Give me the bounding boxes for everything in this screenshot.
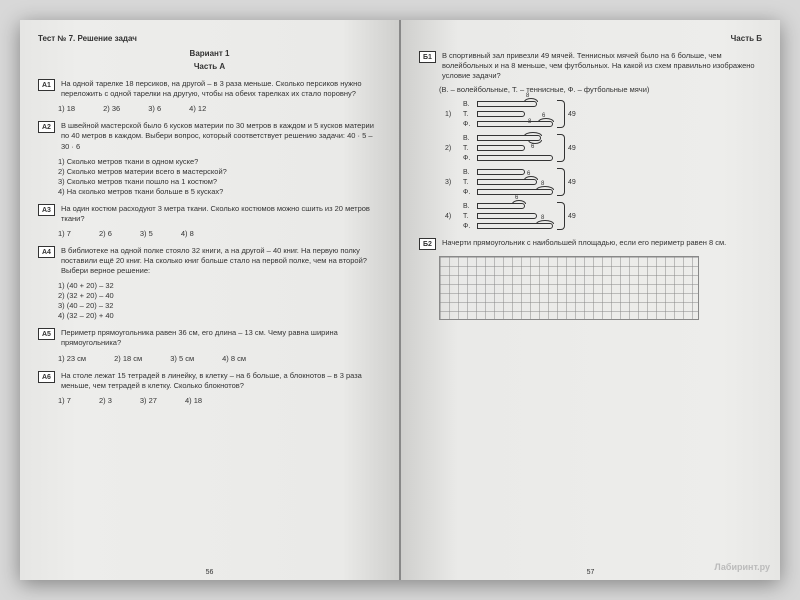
opt: 1) 7	[58, 229, 71, 238]
opts-a2: 1) Сколько метров ткани в одном куске? 2…	[58, 157, 381, 196]
opt: 2) 3	[99, 396, 112, 405]
qnum-a2: А2	[38, 121, 55, 133]
bars-2: В. 8 6 Т. Ф.	[463, 135, 553, 162]
total-label: 49	[568, 179, 576, 186]
opt: 4) 8	[181, 229, 194, 238]
opts-a6: 1) 7 2) 3 3) 27 4) 18	[58, 396, 381, 405]
question-a4: А4 В библиотеке на одной полке стояло 32…	[38, 246, 381, 276]
opt: 3) 5	[140, 229, 153, 238]
bar-v: 8 6	[477, 135, 541, 141]
bar-f: 8	[477, 223, 553, 229]
watermark: Лабиринт.ру	[714, 562, 770, 572]
bar-t	[477, 111, 525, 117]
page-left: Тест № 7. Решение задач Вариант 1 Часть …	[20, 20, 399, 580]
qtext-a3: На один костюм расходуют 3 метра ткани. …	[61, 204, 381, 224]
brace-icon	[557, 134, 565, 162]
part-b-title: Часть Б	[419, 34, 762, 43]
qtext-a6: На столе лежат 15 тетрадей в линейку, в …	[61, 371, 381, 391]
diag-num: 2)	[445, 145, 463, 152]
qtext-a2: В швейной мастерской было 6 кусков матер…	[61, 121, 381, 151]
opts-a1: 1) 18 2) 36 3) 6 4) 12	[58, 104, 381, 113]
opt: 2) Сколько метров материи всего в мастер…	[58, 167, 381, 176]
total-label: 49	[568, 111, 576, 118]
part-a-title: Часть А	[38, 62, 381, 71]
bar-f	[477, 155, 553, 161]
question-b2: Б2 Начерти прямоугольник с наибольшей пл…	[419, 238, 762, 250]
brace-icon	[557, 100, 565, 128]
b1-legend: (В. – волейбольные, Т. – теннисные, Ф. –…	[439, 85, 762, 94]
opts-a3: 1) 7 2) 6 3) 5 4) 8	[58, 229, 381, 238]
answer-grid	[439, 256, 699, 320]
question-a2: А2 В швейной мастерской было 6 кусков ма…	[38, 121, 381, 151]
opt: 2) (32 + 20) – 40	[58, 291, 381, 300]
question-a6: А6 На столе лежат 15 тетрадей в линейку,…	[38, 371, 381, 391]
question-b1: Б1 В спортивный зал привезли 49 мячей. Т…	[419, 51, 762, 81]
diag-num: 1)	[445, 111, 463, 118]
bar-f: 6	[477, 121, 553, 127]
qnum-a5: А5	[38, 328, 55, 340]
bars-3: В. Т. 6 Ф. 8	[463, 169, 553, 196]
diagram-2: 2) В. 8 6 Т. Ф. 49	[445, 134, 762, 162]
diag-num: 3)	[445, 179, 463, 186]
bars-4: В. 6 Т. Ф. 8	[463, 203, 553, 230]
opt: 3) 27	[140, 396, 157, 405]
opt: 1) 23 см	[58, 354, 86, 363]
page-number-left: 56	[206, 569, 214, 576]
diagram-4: 4) В. 6 Т. Ф. 8 49	[445, 202, 762, 230]
qtext-a1: На одной тарелке 18 персиков, на другой …	[61, 79, 381, 99]
bars-1: В. 8 Т. Ф. 6	[463, 101, 553, 128]
opt: 4) 18	[185, 396, 202, 405]
total-label: 49	[568, 213, 576, 220]
opt: 3) 6	[148, 104, 161, 113]
brace-icon	[557, 202, 565, 230]
test-header: Тест № 7. Решение задач	[38, 34, 381, 43]
opt: 3) (40 – 20) – 32	[58, 301, 381, 310]
opts-a5: 1) 23 см 2) 18 см 3) 5 см 4) 8 см	[58, 354, 381, 363]
qnum-a4: А4	[38, 246, 55, 258]
page-number-right: 57	[587, 569, 595, 576]
opts-a4: 1) (40 + 20) – 32 2) (32 + 20) – 40 3) (…	[58, 281, 381, 320]
opt: 4) На сколько метров ткани больше в 5 ку…	[58, 187, 381, 196]
diag-num: 4)	[445, 213, 463, 220]
qtext-a5: Периметр прямоугольника равен 36 см, его…	[61, 328, 381, 348]
qnum-b1: Б1	[419, 51, 436, 63]
bar-t	[477, 213, 537, 219]
brace-icon	[557, 168, 565, 196]
qtext-a4: В библиотеке на одной полке стояло 32 кн…	[61, 246, 381, 276]
qtext-b2: Начерти прямоугольник с наибольшей площа…	[442, 238, 762, 250]
opt: 4) (32 – 20) + 40	[58, 311, 381, 320]
opt: 2) 36	[103, 104, 120, 113]
opt: 1) 7	[58, 396, 71, 405]
question-a1: А1 На одной тарелке 18 персиков, на друг…	[38, 79, 381, 99]
bar-v	[477, 169, 525, 175]
bar-v: 8	[477, 101, 537, 107]
qnum-a3: А3	[38, 204, 55, 216]
total-label: 49	[568, 145, 576, 152]
opt: 4) 8 см	[222, 354, 246, 363]
diagram-1: 1) В. 8 Т. Ф. 6 49	[445, 100, 762, 128]
qnum-a1: А1	[38, 79, 55, 91]
book-spread: Тест № 7. Решение задач Вариант 1 Часть …	[20, 20, 780, 580]
variant-title: Вариант 1	[38, 49, 381, 58]
opt: 3) Сколько метров ткани пошло на 1 костю…	[58, 177, 381, 186]
opt: 1) 18	[58, 104, 75, 113]
opt: 1) (40 + 20) – 32	[58, 281, 381, 290]
opt: 1) Сколько метров ткани в одном куске?	[58, 157, 381, 166]
question-a5: А5 Периметр прямоугольника равен 36 см, …	[38, 328, 381, 348]
bar-t	[477, 145, 525, 151]
qtext-b1: В спортивный зал привезли 49 мячей. Тенн…	[442, 51, 762, 81]
diagram-3: 3) В. Т. 6 Ф. 8 49	[445, 168, 762, 196]
opt: 3) 5 см	[170, 354, 194, 363]
opt: 4) 12	[189, 104, 206, 113]
opt: 2) 18 см	[114, 354, 142, 363]
qnum-b2: Б2	[419, 238, 436, 250]
bar-v: 6	[477, 203, 525, 209]
qnum-a6: А6	[38, 371, 55, 383]
bar-t: 6	[477, 179, 537, 185]
opt: 2) 6	[99, 229, 112, 238]
question-a3: А3 На один костюм расходуют 3 метра ткан…	[38, 204, 381, 224]
page-right: Часть Б Б1 В спортивный зал привезли 49 …	[401, 20, 780, 580]
